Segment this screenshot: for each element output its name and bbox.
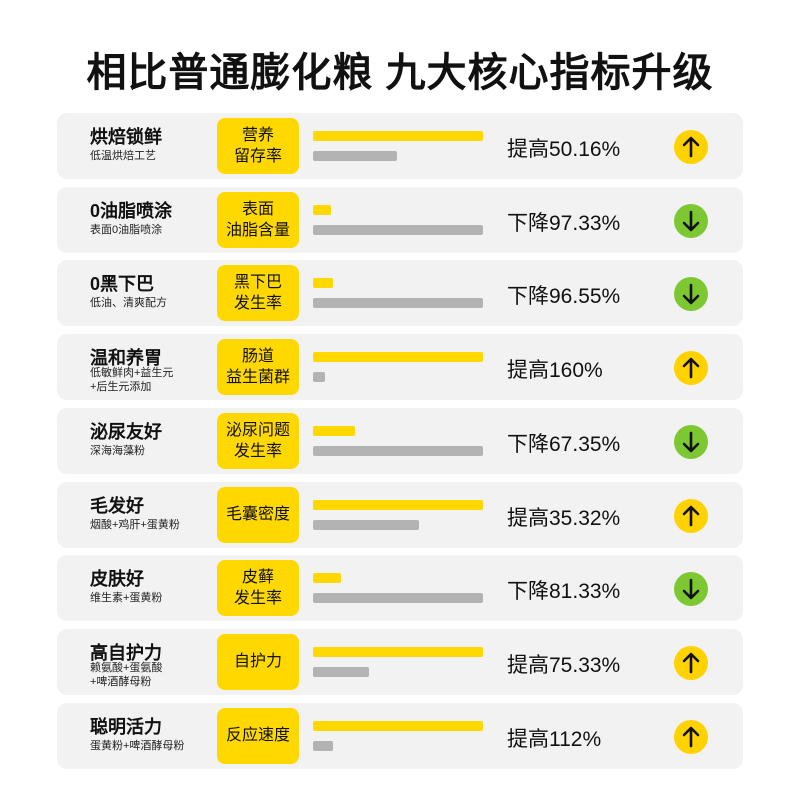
row-desc: +啤酒酵母粉 (90, 675, 152, 688)
row-desc: 烟酸+鸡肝+蛋黄粉 (90, 518, 180, 531)
row-desc: 赖氨酸+蛋氨酸 (90, 661, 163, 674)
row-name: 泌尿友好 (90, 421, 162, 442)
row-desc: 低敏鲜肉+益生元 (90, 367, 174, 380)
metric-label: 毛囊密度 (217, 486, 299, 543)
bar-ours (313, 204, 331, 215)
bar-normal (313, 519, 419, 530)
row-name: 毛发好 (90, 495, 144, 516)
result: 提高75.33% (507, 653, 621, 677)
metric-label-line: 发生率 (233, 295, 282, 313)
bar-ours (313, 352, 483, 363)
metric-label: 黑下巴 发生率 (217, 265, 299, 322)
metric-label-line: 发生率 (233, 442, 282, 460)
metric-label: 营养 留存率 (217, 118, 299, 174)
row-desc: +后生元添加 (90, 381, 152, 394)
arrow-up (674, 130, 708, 164)
result: 下降81.33% (507, 580, 621, 604)
result: 下降96.55% (507, 285, 621, 309)
result: 下降97.33% (507, 211, 621, 235)
arrow-down (674, 277, 708, 312)
arrow-up (674, 498, 708, 533)
row-card: 皮肤好维生素+蛋黄粉 皮藓发生率 下降81.33% (57, 555, 743, 622)
row-desc: 蛋黄粉+啤酒酵母粉 (90, 739, 185, 752)
bar-normal (313, 372, 325, 383)
row-card: 烘焙锁鲜低温烘焙工艺 营养留存率 提高50.16% (57, 113, 743, 179)
metric-label-line: 油脂含量 (225, 221, 290, 239)
arrow-down (674, 424, 708, 459)
bar-normal (313, 666, 369, 677)
row-card: 0油脂喷涂表面0油脂喷涂 表面油脂含量 下降97.33% (57, 186, 743, 253)
row-card: 温和养胃 低敏鲜肉+益生元 +后生元添加 肠道益生菌群 提高160% (57, 334, 743, 401)
arrow-down (674, 572, 708, 607)
arrow-up (674, 645, 708, 680)
metric-label-line: 自护力 (233, 653, 282, 671)
metric-label-line: 毛囊密度 (225, 506, 290, 523)
row-name: 0油脂喷涂 (90, 200, 173, 221)
row-desc: 表面0油脂喷涂 (90, 223, 163, 236)
row-name: 0黑下巴 (90, 274, 155, 295)
row-name: 烘焙锁鲜 (90, 127, 162, 147)
metric-label: 泌尿问题 发生率 (217, 412, 299, 469)
arrow-up (674, 719, 708, 754)
bar-normal (313, 740, 333, 751)
row-desc: 低温烘焙工艺 (90, 150, 156, 162)
bar-normal (313, 445, 483, 456)
metric-label: 反应速度 (217, 707, 299, 764)
row-name: 聪明活力 (90, 716, 162, 737)
metric-label: 表面 油脂含量 (217, 191, 299, 248)
bar-normal (313, 298, 483, 309)
metric-label-line: 发生率 (233, 590, 282, 608)
result: 提高160% (507, 359, 603, 383)
row-card: 0黑下巴低油、清爽配方 黑下巴发生率 下降96.55% (57, 260, 743, 327)
bar-normal (313, 151, 397, 161)
metric-label-line: 泌尿问题 (225, 421, 290, 439)
row-desc: 维生素+蛋黄粉 (90, 592, 163, 605)
row-desc: 低油、清爽配方 (90, 297, 167, 310)
bar-ours (313, 720, 483, 731)
metric-label-line: 益生菌群 (225, 369, 290, 387)
row-name: 高自护力 (90, 642, 162, 663)
result: 提高112% (507, 727, 602, 751)
metric-label: 皮藓 发生率 (217, 560, 299, 617)
metric-label-line: 肠道 (241, 348, 274, 366)
arrow-down (674, 203, 708, 238)
row-card: 毛发好烟酸+鸡肝+蛋黄粉 毛囊密度 提高35.32% (57, 481, 743, 548)
bar-normal (313, 224, 483, 235)
metric-label-line: 表面 (241, 200, 274, 218)
bar-ours (313, 499, 483, 510)
row-card: 泌尿友好深海海藻粉 泌尿问题发生率 下降67.35% (57, 407, 743, 474)
bar-ours (313, 646, 483, 657)
row-card: 聪明活力蛋黄粉+啤酒酵母粉 反应速度 提高112% (57, 702, 743, 769)
metric-label-line: 营养 (241, 127, 274, 144)
result: 提高35.32% (507, 506, 621, 530)
metric-label-line: 留存率 (233, 148, 282, 165)
metric-label-line: 皮藓 (241, 569, 274, 587)
metric-label: 自护力 (217, 633, 299, 690)
bar-ours (313, 131, 483, 141)
metric-label-line: 黑下巴 (233, 274, 282, 292)
bar-normal (313, 593, 483, 604)
title: 相比普通膨化粮 九大核心指标升级 (86, 51, 714, 95)
arrow-up (674, 351, 708, 386)
bar-ours (313, 573, 341, 584)
row-card: 高自护力 赖氨酸+蛋氨酸 +啤酒酵母粉 自护力 提高75.33% (57, 628, 743, 695)
result: 提高50.16% (507, 138, 621, 161)
row-name: 温和养胃 (90, 348, 162, 369)
row-desc: 深海海藻粉 (90, 444, 145, 457)
row-name: 皮肤好 (90, 569, 144, 590)
bar-ours (313, 278, 333, 289)
metric-label-line: 反应速度 (225, 727, 290, 745)
result: 下降67.35% (507, 432, 621, 456)
bar-ours (313, 425, 355, 436)
metric-label: 肠道 益生菌群 (217, 339, 299, 396)
